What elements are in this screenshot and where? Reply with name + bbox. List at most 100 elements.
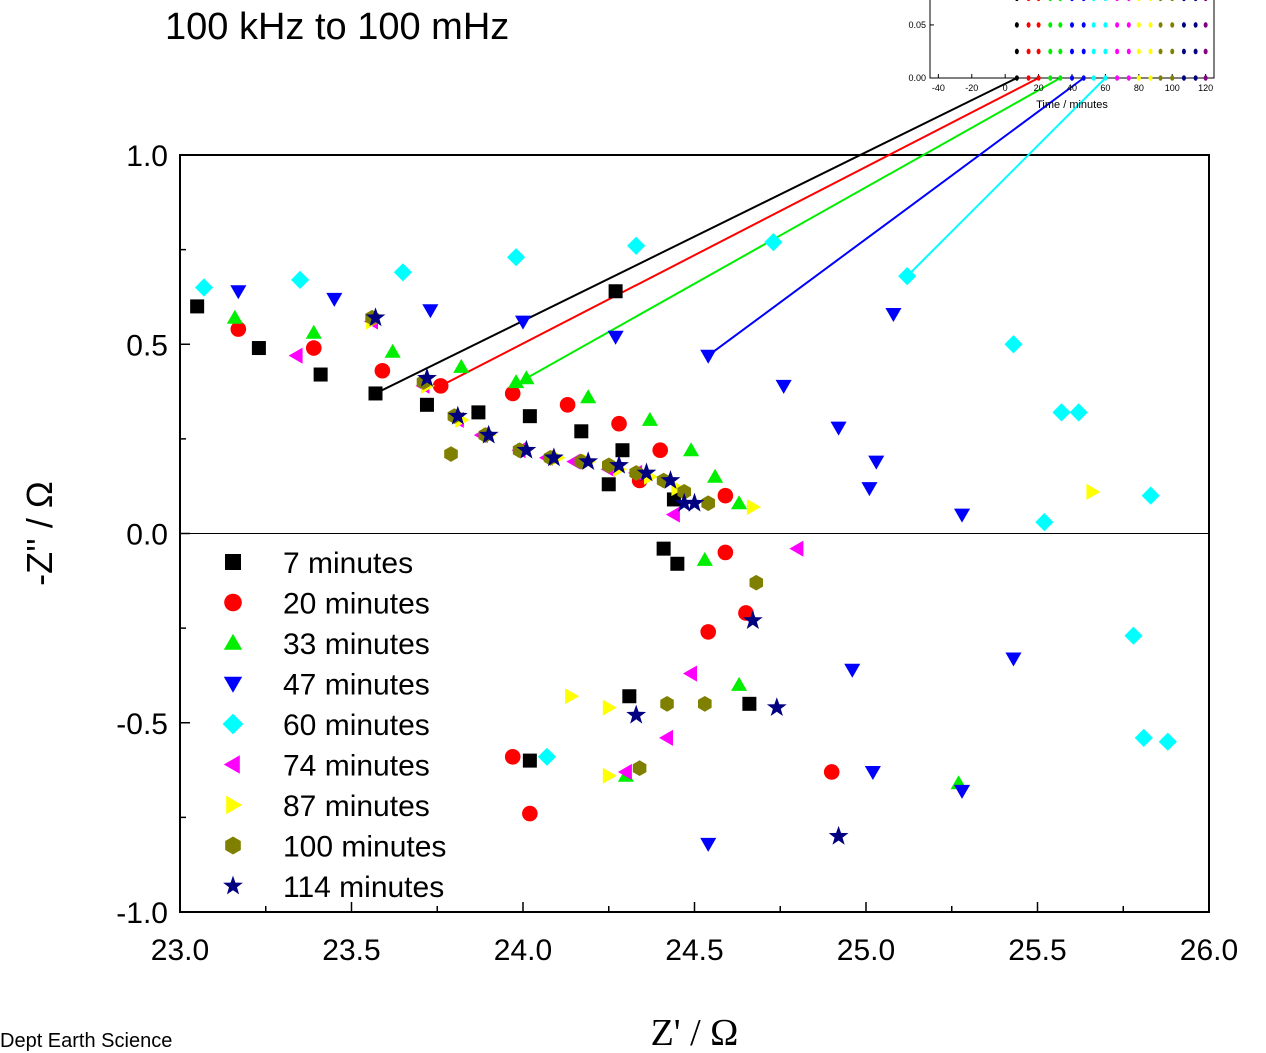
legend-label: 100 minutes <box>283 831 446 864</box>
inset-point <box>1014 22 1019 28</box>
connector-line <box>707 77 1085 357</box>
inset-point <box>1127 0 1131 2</box>
data-point <box>607 330 624 345</box>
inset-point <box>1103 75 1108 81</box>
data-point <box>622 689 637 704</box>
data-point <box>700 349 717 364</box>
data-point <box>419 397 434 412</box>
data-point <box>684 492 705 512</box>
legend-marker <box>223 676 243 693</box>
inset-x-tick-label: -20 <box>965 83 978 93</box>
data-point <box>444 446 458 462</box>
inset-point <box>1193 22 1198 28</box>
inset-point <box>1014 75 1019 81</box>
inset-point <box>1126 22 1131 28</box>
data-point <box>626 704 647 724</box>
data-point <box>775 379 792 394</box>
legend: 7 minutes 20 minutes 33 minutes 47 minutes 6… <box>222 547 446 904</box>
inset-point <box>1115 22 1120 28</box>
main-plot: 23.0 23.5 24.0 24.5 25.0 25.5 26.0 -1.0 -0.5 0.0 0… <box>19 140 1238 1049</box>
inset-point <box>1158 75 1163 81</box>
inset-point <box>1036 0 1041 2</box>
y-tick-label: 1.0 <box>126 140 168 173</box>
inset-frame <box>929 0 1215 79</box>
data-point <box>615 443 630 458</box>
legend-label: 74 minutes <box>283 750 430 783</box>
page-title: 100 kHz to 100 mHz <box>165 6 510 48</box>
inset-point <box>1204 0 1208 2</box>
inset-point <box>1026 75 1031 81</box>
data-point <box>659 729 673 746</box>
inset-point <box>1148 48 1153 55</box>
legend-label: 60 minutes <box>283 709 430 742</box>
data-point <box>447 405 468 425</box>
inset-point <box>1136 48 1141 55</box>
inset-x-tick-label: 0 <box>1003 83 1008 93</box>
inset-point <box>1036 22 1041 28</box>
data-point <box>518 370 535 385</box>
inset-point <box>1026 0 1031 2</box>
data-point <box>291 270 310 289</box>
inset-x-tick-label: 100 <box>1165 83 1180 93</box>
data-point <box>515 315 531 330</box>
data-point <box>230 321 247 337</box>
data-point <box>611 415 627 432</box>
inset-x-axis-title: Time / minutes <box>1036 99 1108 111</box>
data-point <box>574 424 589 439</box>
inset-point <box>1115 75 1120 81</box>
data-point <box>828 825 849 845</box>
data-point <box>764 233 783 252</box>
data-point <box>601 477 616 492</box>
inset-point <box>1181 48 1186 55</box>
data-point <box>954 784 971 799</box>
data-point <box>305 340 322 356</box>
inset-point <box>1115 0 1119 2</box>
data-point <box>478 424 499 444</box>
data-point <box>670 556 685 571</box>
data-point <box>864 766 881 780</box>
inset-point <box>1026 22 1031 28</box>
data-point <box>190 299 205 314</box>
data-point <box>868 455 885 470</box>
legend-label: 47 minutes <box>283 669 430 702</box>
inset-point <box>1048 48 1053 55</box>
data-point <box>578 451 599 470</box>
data-point <box>660 696 674 712</box>
data-point <box>731 495 748 510</box>
legend-marker <box>224 593 242 612</box>
data-point <box>453 358 470 373</box>
data-point <box>1158 732 1177 751</box>
data-point <box>507 248 526 267</box>
data-point <box>898 267 917 286</box>
inset-x-tick-label: 120 <box>1198 83 1213 93</box>
data-point <box>652 442 668 459</box>
legend-marker <box>226 795 243 815</box>
inset-point <box>1081 22 1086 28</box>
legend-label: 7 minutes <box>283 547 413 580</box>
inset-point <box>1158 0 1163 2</box>
inset-point <box>1048 22 1053 28</box>
data-point <box>696 551 713 566</box>
data-point <box>608 284 623 299</box>
inset-point <box>1103 22 1108 28</box>
inset-point <box>1015 0 1019 2</box>
inset-x-tick-label: 60 <box>1100 83 1110 93</box>
connector-lines <box>375 77 1107 395</box>
data-point <box>1124 626 1143 645</box>
data-point <box>384 343 401 358</box>
data-point <box>1005 652 1022 667</box>
inset-point <box>1070 22 1074 28</box>
inset-point <box>1014 48 1019 55</box>
inset-point <box>1170 22 1175 28</box>
inset-point <box>1148 75 1153 81</box>
data-point <box>766 697 787 716</box>
inset-point <box>1082 0 1086 2</box>
inset-point <box>1137 0 1141 2</box>
inset-point <box>1193 75 1198 81</box>
data-point <box>393 263 412 282</box>
inset-x-tick-label: 20 <box>1034 83 1044 93</box>
data-point <box>731 676 748 691</box>
y-tick-label: -1.0 <box>116 897 168 930</box>
data-point <box>1069 403 1088 422</box>
legend-marker <box>225 554 241 570</box>
